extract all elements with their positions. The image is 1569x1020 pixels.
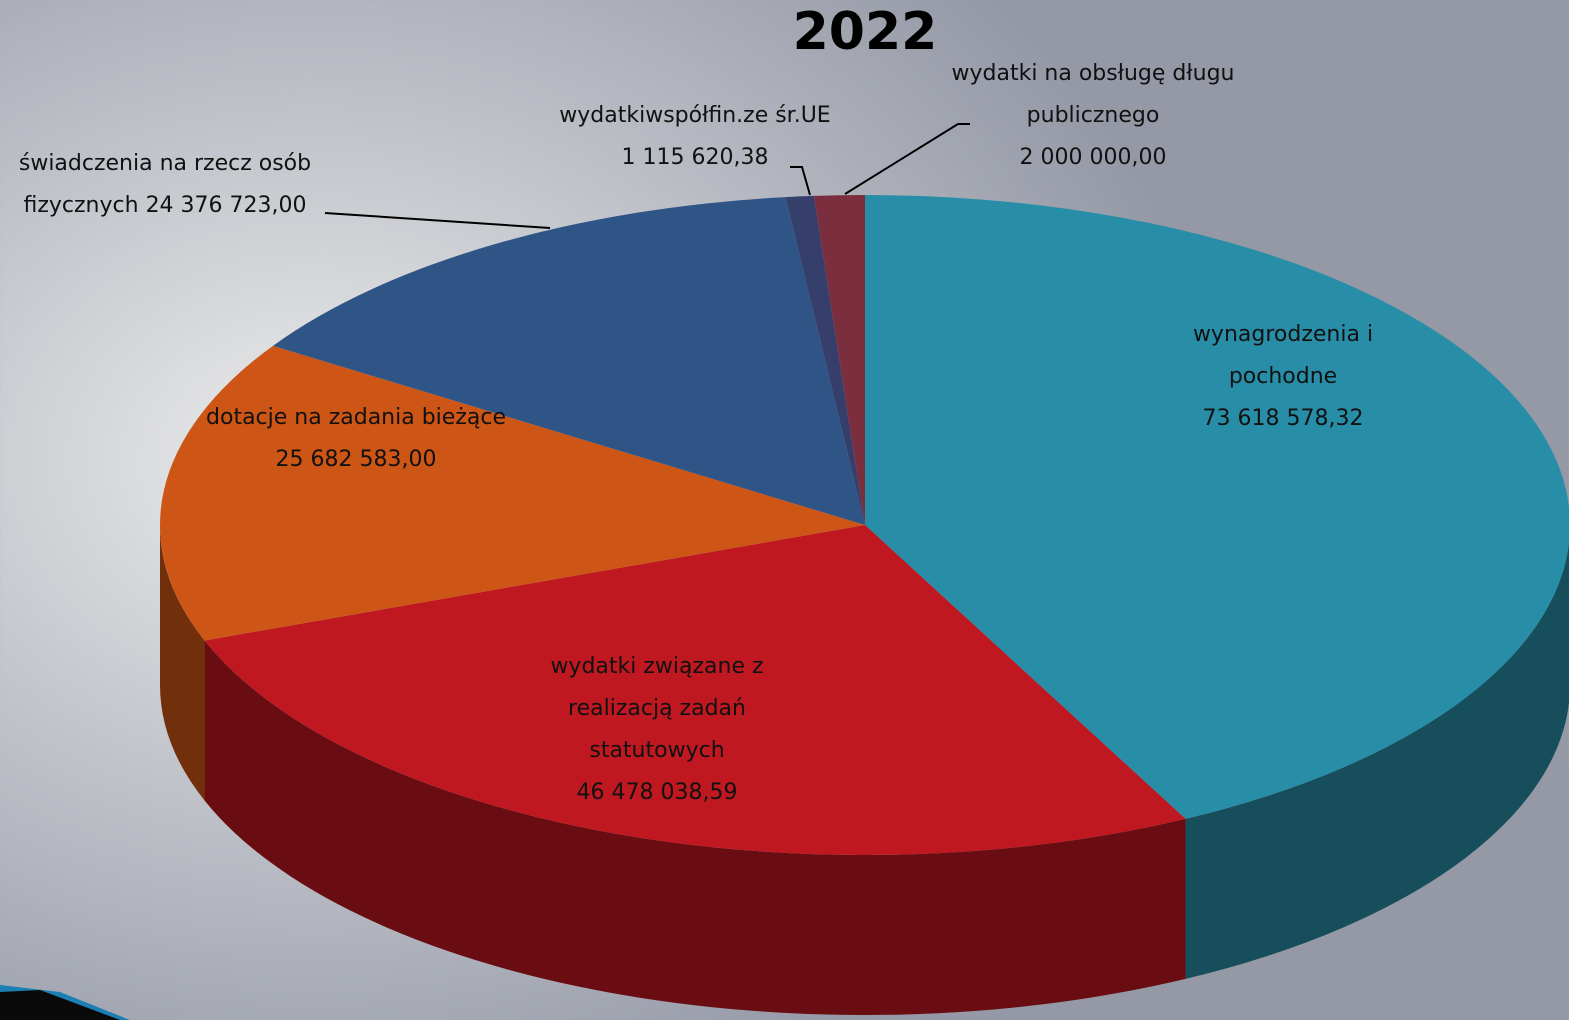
value-label: 1 115 620,38 (621, 145, 769, 170)
category-label: wydatki na obsługę długu publicznego (951, 61, 1235, 128)
value-label: 24 376 723,00 (145, 193, 307, 218)
value-label: 2 000 000,00 (1019, 145, 1167, 170)
decor (0, 990, 120, 1020)
value-label: 25 682 583,00 (275, 447, 437, 472)
data-label: świadczenia na rzecz osób fizycznych 24 … (0, 143, 330, 227)
data-label: wynagrodzenia i pochodne 73 618 578,32 (1153, 314, 1413, 440)
category-label: wynagrodzenia i pochodne (1192, 322, 1374, 389)
slice-side (204, 640, 1186, 1015)
slice (865, 195, 1569, 819)
slice (204, 525, 1186, 856)
category-label: świadczenia na rzecz osób fizycznych (18, 151, 312, 218)
category-label: wydatkiwspółfin.ze śr.UE (559, 103, 831, 128)
data-label: wydatkiwspółfin.ze śr.UE 1 115 620,38 (520, 95, 870, 179)
slice (160, 345, 866, 641)
value-label: 46 478 038,59 (576, 780, 738, 805)
value-label: 73 618 578,32 (1202, 406, 1364, 431)
data-label: wydatki związane z realizacją zadań stat… (517, 646, 797, 814)
slice-side (1185, 541, 1569, 979)
pie (160, 195, 1569, 1015)
leaders (324, 123, 970, 229)
chart-title: 2022 (792, 2, 938, 62)
slice (272, 197, 865, 525)
data-label: dotacje na zadania bieżące 25 682 583,00 (196, 397, 516, 481)
category-label: dotacje na zadania bieżące (206, 405, 506, 430)
slice-side (160, 525, 205, 801)
data-label: wydatki na obsługę długu publicznego 2 00… (943, 53, 1243, 179)
slice (785, 195, 865, 525)
category-label: wydatki związane z realizacją zadań stat… (550, 654, 764, 763)
slice (813, 195, 865, 525)
